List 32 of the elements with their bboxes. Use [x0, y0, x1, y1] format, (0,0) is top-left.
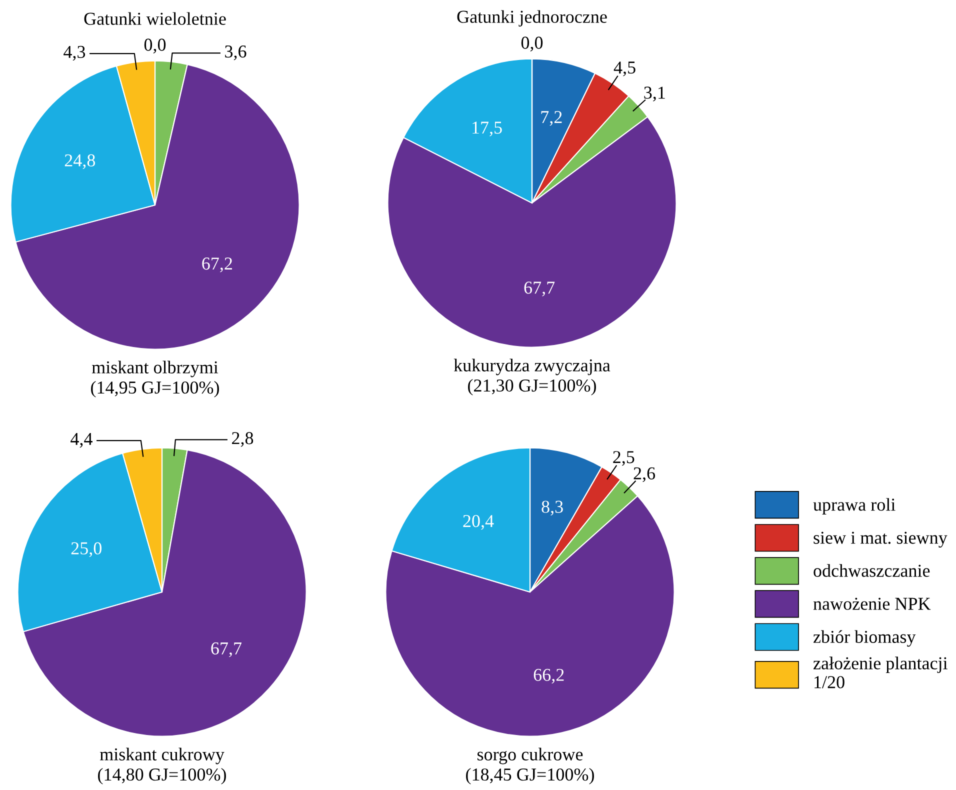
data-label: 20,4: [463, 514, 494, 530]
data-label: 66,2: [534, 668, 564, 684]
text: sorgo cukrowe (18,45 GJ=100%): [466, 748, 594, 784]
data-label: 4,4: [70, 433, 92, 448]
data-label: 67,2: [202, 258, 232, 272]
data-label: 2,6: [634, 467, 656, 482]
data-label: 24,8: [64, 154, 96, 170]
data-label: 3,6: [225, 45, 246, 60]
data-label: 67,7: [211, 642, 242, 658]
data-label: 17,5: [472, 122, 502, 136]
text: 0,0: [521, 36, 543, 52]
data-label: 67,7: [524, 282, 555, 296]
chart-title: Gatunki jednoroczne: [457, 10, 607, 27]
text: miskant olbrzymi (14,95 GJ=100%): [91, 360, 219, 398]
text: miskant cukrowy (14,80 GJ=100%): [98, 748, 226, 784]
data-label: 3,1: [644, 86, 665, 102]
legend-label: nawożenie NPK: [813, 598, 931, 610]
data-label: 25,0: [71, 542, 102, 558]
chart-title: Gatunki wieloletnie: [84, 12, 226, 25]
legend-label: zbiór biomasy: [813, 630, 916, 647]
legend-label: odchwaszczanie: [814, 564, 930, 577]
text: kukurydza zwyczajna (21,30 GJ=100%): [454, 358, 610, 396]
legend-label: siew i mat. siewny: [814, 532, 948, 548]
data-label: 8,3: [542, 500, 563, 516]
data-label: 2,8: [232, 432, 254, 447]
text: 0,0: [144, 38, 166, 54]
legend-label: założenie plantacji 1/20: [813, 656, 948, 688]
data-label: 4,5: [614, 62, 636, 76]
data-label: 2,5: [613, 451, 634, 466]
data-label: 4,3: [64, 46, 86, 61]
legend-label: uprawa roli: [813, 498, 896, 514]
data-label: 7,2: [541, 111, 562, 126]
